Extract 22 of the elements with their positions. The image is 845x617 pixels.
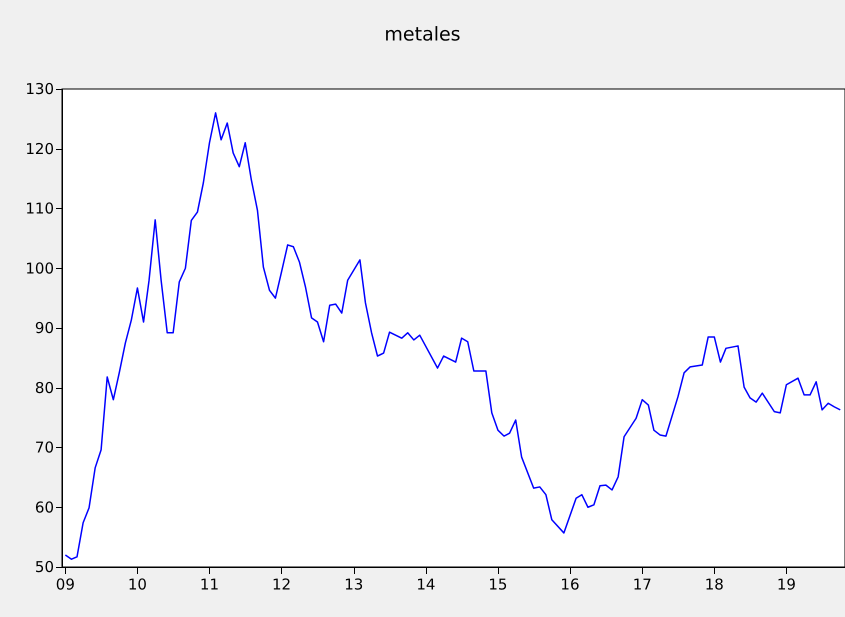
x-tick-label: 19 <box>776 576 796 594</box>
x-tick-label: 09 <box>56 576 75 594</box>
x-tick-label: 10 <box>128 576 147 594</box>
x-tick-label: 16 <box>560 576 580 594</box>
x-tick-label: 17 <box>632 576 652 594</box>
x-tick-label: 11 <box>200 576 220 594</box>
y-tick-label: 60 <box>34 498 54 516</box>
y-tick-label: 100 <box>25 259 54 278</box>
x-tick-label: 13 <box>344 576 364 594</box>
y-tick-label: 130 <box>25 80 54 98</box>
y-tick-label: 110 <box>25 200 54 218</box>
x-tick-label: 14 <box>416 576 436 594</box>
y-tick-label: 80 <box>34 378 54 397</box>
line-series <box>64 112 842 560</box>
chart-title: metales <box>384 24 461 46</box>
y-tick-label: 70 <box>34 438 54 456</box>
x-tick-label: 15 <box>488 576 508 594</box>
y-tick-label: 50 <box>34 558 54 576</box>
y-tick-label: 120 <box>25 140 54 158</box>
x-tick-label: 18 <box>704 576 724 594</box>
x-tick-label: 12 <box>272 576 292 594</box>
y-tick-label: 90 <box>34 319 54 337</box>
